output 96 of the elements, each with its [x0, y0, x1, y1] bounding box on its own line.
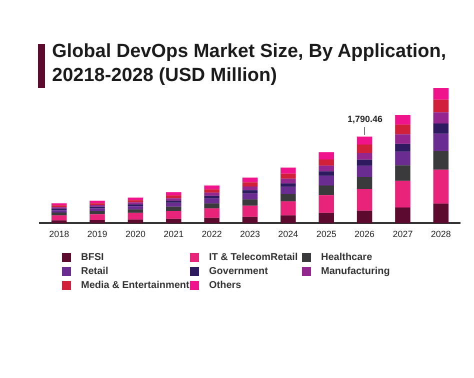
legend-label: Others	[209, 280, 242, 291]
bar	[242, 178, 258, 182]
bar	[51, 215, 67, 220]
bar	[433, 88, 449, 100]
x-tick-label: 2021	[164, 229, 184, 240]
bar	[204, 208, 220, 218]
bar	[204, 198, 220, 204]
bar	[318, 152, 334, 160]
x-tick-label: 2023	[240, 229, 260, 240]
bar	[356, 136, 372, 145]
bar	[395, 144, 410, 152]
bar	[90, 220, 105, 224]
x-tick-label: 2026	[354, 229, 375, 240]
bar	[356, 166, 372, 177]
x-tick-label: 2022	[202, 229, 222, 240]
bar	[356, 160, 372, 166]
bar	[280, 183, 296, 187]
bar	[318, 185, 334, 196]
x-tick-label: 2018	[49, 229, 70, 240]
bar	[166, 202, 182, 207]
bar	[280, 186, 296, 194]
bar	[204, 192, 220, 196]
legend-label: Media & Entertainment	[81, 280, 190, 291]
bar	[128, 212, 144, 220]
bar	[395, 152, 410, 166]
bar	[204, 196, 220, 198]
bar	[128, 220, 144, 224]
bar	[280, 201, 296, 216]
bar	[395, 180, 410, 208]
x-tick-label: 2027	[392, 229, 413, 240]
bar	[242, 193, 258, 200]
bar	[166, 206, 182, 212]
chart-title: Global DevOps Market Size, By Application, 20218-2028 (USD Million)	[52, 40, 448, 88]
bar	[242, 199, 258, 206]
bar	[280, 168, 296, 174]
bar	[395, 134, 410, 144]
bar	[242, 186, 258, 190]
bar	[242, 190, 258, 194]
legend-label: IT & TelecomRetail	[209, 252, 298, 263]
bar	[90, 214, 105, 220]
bar	[433, 134, 449, 152]
bar	[128, 198, 144, 200]
bar	[51, 212, 67, 216]
bar	[280, 194, 296, 202]
x-tick-label: 2028	[430, 229, 451, 240]
bar	[128, 206, 144, 210]
legend-label: Retail	[81, 266, 108, 277]
legend-label: Healthcare	[321, 252, 372, 263]
x-tick-label: 2020	[125, 229, 146, 240]
bar	[356, 153, 372, 160]
bar	[356, 144, 372, 154]
bar	[204, 218, 220, 224]
bar	[318, 171, 334, 176]
bar	[280, 178, 296, 184]
bar	[433, 100, 449, 112]
bar	[318, 176, 334, 186]
bar	[433, 170, 449, 204]
bar	[318, 212, 334, 224]
bar	[128, 209, 144, 213]
bar	[395, 165, 410, 181]
bar	[356, 210, 372, 224]
bar	[318, 166, 334, 172]
legend-label: Manufacturing	[321, 266, 390, 277]
bar	[204, 185, 220, 190]
bar	[433, 124, 449, 134]
legend-label: Government	[209, 266, 268, 277]
x-tick-label: 2019	[87, 229, 108, 240]
bar	[395, 115, 410, 125]
bar	[318, 195, 334, 213]
bar	[356, 188, 372, 211]
bar	[242, 182, 258, 187]
bar	[433, 151, 449, 170]
bar	[433, 112, 449, 124]
x-tick-label: 2025	[316, 229, 336, 240]
bar	[90, 208, 105, 212]
bar	[204, 203, 220, 208]
bar	[433, 204, 449, 224]
legend-label: BFSI	[81, 252, 104, 263]
bar	[90, 211, 105, 214]
bar	[166, 218, 182, 224]
bar	[242, 216, 258, 224]
bar	[242, 206, 258, 217]
bar	[280, 174, 296, 179]
bar	[318, 160, 334, 166]
bar	[395, 124, 410, 134]
annotation: 1,790.46	[346, 114, 384, 124]
x-tick-label: 2024	[278, 229, 298, 240]
bar	[51, 210, 67, 213]
bar	[166, 195, 182, 198]
bar	[280, 215, 296, 224]
bar	[204, 189, 220, 193]
bar	[166, 192, 182, 196]
bar	[166, 211, 182, 219]
bar	[166, 198, 182, 201]
bar	[395, 208, 410, 224]
bar	[356, 176, 372, 189]
